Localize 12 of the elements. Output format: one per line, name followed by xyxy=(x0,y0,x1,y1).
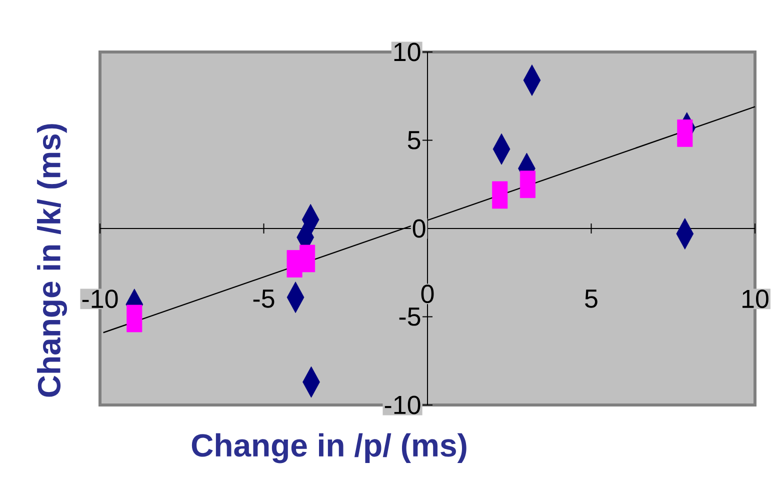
x-axis-title: Change in /p/ (ms) xyxy=(192,433,466,464)
x-tick-label: 5 xyxy=(585,290,598,308)
y-tick-label: -10 xyxy=(384,396,420,414)
x-tick-label: -10 xyxy=(82,290,118,308)
x-tick-label: 0 xyxy=(421,284,434,304)
x-tick-label: -5 xyxy=(253,290,274,308)
y-tick-label: 5 xyxy=(408,131,420,150)
y-axis-title: Change in /k/ (ms) xyxy=(37,124,67,397)
y-tick-label: 0 xyxy=(412,219,426,238)
y-tick-label: -5 xyxy=(399,308,420,326)
x-tick-label: 10 xyxy=(742,290,768,308)
y-tick-label: 10 xyxy=(394,42,420,62)
